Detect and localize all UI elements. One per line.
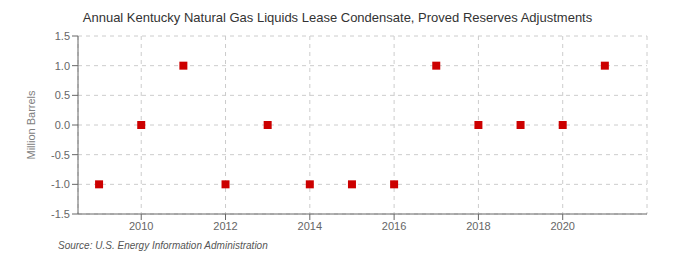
svg-text:2014: 2014 (298, 220, 322, 232)
svg-text:2016: 2016 (382, 220, 406, 232)
html-text:Annual Kentucky Natural Gas Li: Annual Kentucky Natural Gas Liquids Leas… (82, 10, 593, 25)
svg-text:2018: 2018 (466, 220, 490, 232)
svg-text:1.5: 1.5 (55, 30, 70, 42)
svg-text:-1.0: -1.0 (51, 178, 70, 190)
svg-text:0.0: 0.0 (55, 119, 70, 131)
svg-text:-1.5: -1.5 (51, 208, 70, 220)
svg-text:Million Barrels: Million Barrels (25, 90, 37, 160)
svg-text:2020: 2020 (550, 220, 574, 232)
svg-text:1.0: 1.0 (55, 60, 70, 72)
html-text:Source: U.S. Energy Informatio: Source: U.S. Energy Information Administ… (58, 240, 268, 251)
svg-text:0.5: 0.5 (55, 89, 70, 101)
svg-text:2012: 2012 (213, 220, 237, 232)
svg-text:2010: 2010 (129, 220, 153, 232)
svg-text:-0.5: -0.5 (51, 149, 70, 161)
